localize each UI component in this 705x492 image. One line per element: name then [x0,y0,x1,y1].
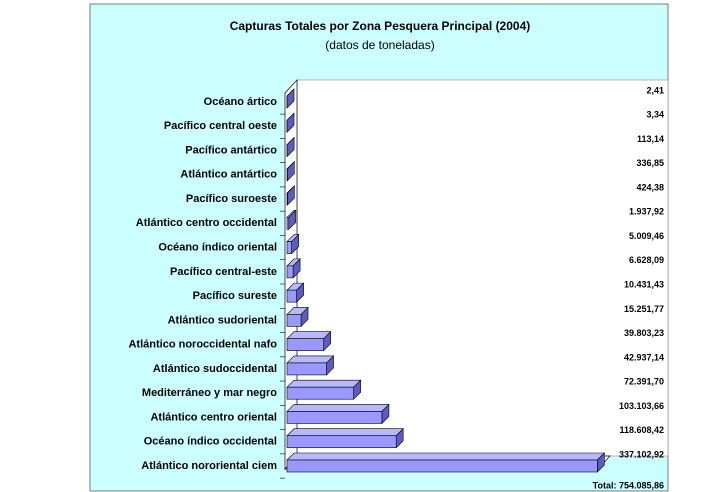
value-label: 337.102,92 [619,449,664,459]
value-label: 336,85 [636,158,664,168]
category-label: Pacífico central oeste [164,120,277,132]
category-label: Pacífico antártico [185,144,277,156]
value-label: 5.009,46 [629,231,664,241]
category-label: Atlántico sudoriental [168,314,277,326]
chart-subtitle: (datos de toneladas) [325,38,434,52]
value-label: 42.937,14 [624,352,664,362]
value-label: 2,41 [646,85,664,95]
category-label: Pacífico sureste [193,290,277,302]
bar [286,459,598,473]
category-label: Pacífico central-este [170,266,277,278]
bar [286,435,397,449]
bar-top [286,428,404,437]
bar-top [286,379,362,388]
value-label: 424,38 [636,182,664,192]
category-label: Atlántico centro occidental [136,217,277,229]
value-label: 3,34 [646,110,664,120]
bar [286,265,294,279]
bar-top [286,331,332,339]
bar-top [286,404,390,412]
bar-top [286,452,606,461]
value-label: 1.937,92 [629,207,664,217]
value-label: 39.803,23 [624,328,664,338]
value-label: 10.431,43 [624,280,664,290]
bar [286,289,297,303]
bar [286,314,302,327]
value-label: 15.251,77 [624,304,664,314]
back-wall [296,79,669,457]
value-label: 103.103,66 [619,401,664,411]
value-label: 113,14 [637,134,664,144]
category-label: Océano ártico [204,96,278,108]
bar-top [286,355,335,364]
category-label: Atlántico antártico [180,169,277,181]
bar [286,241,292,254]
bar [286,411,383,424]
bar [286,217,290,230]
category-label: Atlántico sudoccidental [153,363,277,375]
category-label: Atlántico noroccidental nafo [128,339,277,351]
value-label: 118.608,42 [619,425,664,435]
category-label: Mediterráneo y mar negro [142,387,277,399]
bar [286,362,327,376]
total-label: Total: 754.085,86 [593,480,664,490]
value-label: 6.628,09 [629,255,664,265]
category-label: Pacífico suroeste [186,193,277,205]
bar [286,386,354,400]
category-label: Océano índico occidental [144,436,277,448]
bar [286,338,324,351]
chart-title: Capturas Totales por Zona Pesquera Princ… [230,19,531,33]
value-label: 72.391,70 [624,377,664,387]
category-label: Atlántico centro oriental [150,411,277,423]
category-label: Atlántico nororiental ciem [141,460,277,472]
category-label: Océano índico oriental [158,242,277,254]
